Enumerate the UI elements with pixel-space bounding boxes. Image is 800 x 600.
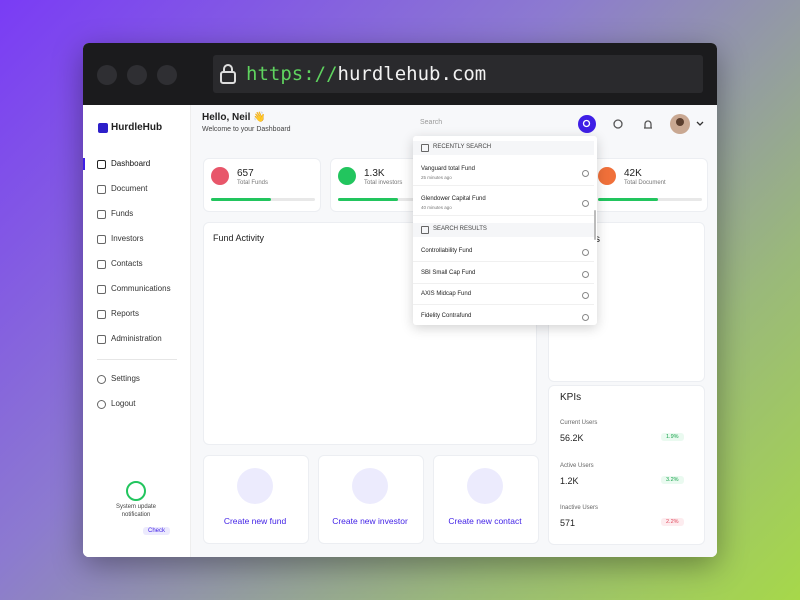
nav-item[interactable]: Communications <box>111 284 171 293</box>
nav-item[interactable]: Administration <box>111 334 162 343</box>
chevron[interactable] <box>696 121 704 126</box>
notice-button[interactable]: Check <box>143 527 171 535</box>
notice-icon <box>126 481 146 501</box>
nav-icon <box>97 375 106 384</box>
greeting-subtitle: Welcome to your Dashboard <box>202 126 291 133</box>
stat-value: 42K <box>624 168 642 179</box>
nav-icon <box>97 260 106 269</box>
item-divider <box>413 185 594 186</box>
kpi-change: 1.9% <box>661 433 684 441</box>
stat-value: 1.3K <box>364 168 385 179</box>
bell-icon[interactable] <box>644 120 652 129</box>
lock-icon <box>220 64 236 84</box>
result-item[interactable]: AXIS Midcap Fund <box>421 291 472 297</box>
item-divider <box>413 261 594 262</box>
search-button[interactable] <box>578 115 596 133</box>
action-label[interactable]: Create new investor <box>332 516 408 526</box>
item-divider <box>413 304 594 305</box>
window-dot <box>127 65 147 85</box>
info-icon <box>582 249 589 256</box>
recent-item[interactable]: Vanguard total Fund <box>421 166 475 172</box>
brand: HurdleHub <box>111 122 163 133</box>
stat-label: Total investors <box>364 180 403 186</box>
nav-icon <box>97 210 106 219</box>
url-host: hurdlehub.com <box>337 63 487 85</box>
dropdown-scrollbar <box>594 210 596 240</box>
info-icon <box>582 313 589 321</box>
url-scheme: https:// <box>246 63 338 85</box>
info-icon <box>582 200 589 207</box>
nav-item[interactable]: Dashboard <box>111 159 151 168</box>
address-bar[interactable]: https://hurdlehub.com <box>213 55 703 93</box>
info-icon <box>582 292 589 299</box>
item-divider <box>413 215 594 216</box>
notice-text: System update notification <box>115 504 157 518</box>
nav-item[interactable]: Funds <box>111 209 134 218</box>
kpi-change: 3.2% <box>661 475 684 484</box>
action-label[interactable]: Create new contact <box>448 516 522 526</box>
nav-icon <box>97 310 106 319</box>
nav-item[interactable]: Logout <box>111 399 136 408</box>
stat-progress-fill <box>338 198 398 201</box>
section-title: SEARCH RESULTS <box>433 226 487 232</box>
action-plus <box>467 468 503 504</box>
nav-icon <box>97 185 106 194</box>
stat-icon <box>338 167 356 185</box>
kpi-value: 571 <box>560 518 576 528</box>
kpi-change: 2.2% <box>661 518 684 526</box>
stat-progress-fill <box>598 198 658 201</box>
nav-item[interactable]: Contacts <box>111 259 143 268</box>
brand-icon <box>98 123 108 133</box>
recent-time: 25 minutes ago <box>421 175 452 180</box>
stat-value: 657 <box>237 168 254 179</box>
nav-icon <box>97 160 106 169</box>
recent-item[interactable]: Glendower Capital Fund <box>421 196 486 202</box>
window-dot <box>97 65 117 85</box>
nav-icon <box>97 285 106 294</box>
header-tools <box>578 114 704 134</box>
nav-icon <box>97 400 106 409</box>
settings-icon[interactable] <box>613 119 623 129</box>
section-header <box>413 141 594 155</box>
search-input[interactable]: Search <box>420 119 443 126</box>
nav-icon <box>97 235 106 244</box>
kpi-label: Active Users <box>560 462 594 469</box>
result-item[interactable]: SBI Small Cap Fund <box>421 269 476 276</box>
result-item[interactable]: Controllability Fund <box>421 248 473 254</box>
chart-title: Fund Activity <box>213 233 265 243</box>
nav-divider <box>97 359 177 360</box>
action-label[interactable]: Create new fund <box>223 516 287 526</box>
section-title: RECENTLY SEARCH <box>433 144 492 150</box>
kpi-title: KPIs <box>560 392 582 403</box>
kpi-label: Inactive Users <box>560 505 599 511</box>
info-icon <box>582 170 589 177</box>
info-icon <box>582 270 589 278</box>
recent-time: 40 minutes ago <box>421 205 452 210</box>
nav-active-indicator <box>83 158 85 170</box>
nav-item[interactable]: Investors <box>111 234 144 243</box>
window-dot <box>157 65 177 85</box>
section-header <box>413 223 594 237</box>
nav-icon <box>97 335 106 344</box>
item-divider <box>413 282 594 284</box>
action-plus <box>237 468 273 504</box>
nav-item[interactable]: Document <box>111 184 148 193</box>
kpi-value: 56.2K <box>560 433 584 443</box>
nav-item[interactable]: Reports <box>111 309 140 318</box>
section-icon <box>421 226 429 234</box>
action-plus <box>352 468 388 504</box>
nav-item[interactable]: Settings <box>111 374 140 383</box>
section-icon <box>421 144 429 152</box>
stat-progress-fill <box>211 198 271 201</box>
stat-label: Total Document <box>624 180 666 186</box>
kpi-value: 1.2K <box>560 475 579 486</box>
stat-label: Total Funds <box>237 180 269 186</box>
kpi-label: Current Users <box>560 420 598 426</box>
stat-icon <box>598 167 616 185</box>
browser-bar: https://hurdlehub.com <box>83 43 717 105</box>
greeting: Hello, Neil 👋 <box>202 112 266 123</box>
result-item[interactable]: Fidelity Contrafund <box>421 312 472 319</box>
stat-icon <box>211 167 229 185</box>
